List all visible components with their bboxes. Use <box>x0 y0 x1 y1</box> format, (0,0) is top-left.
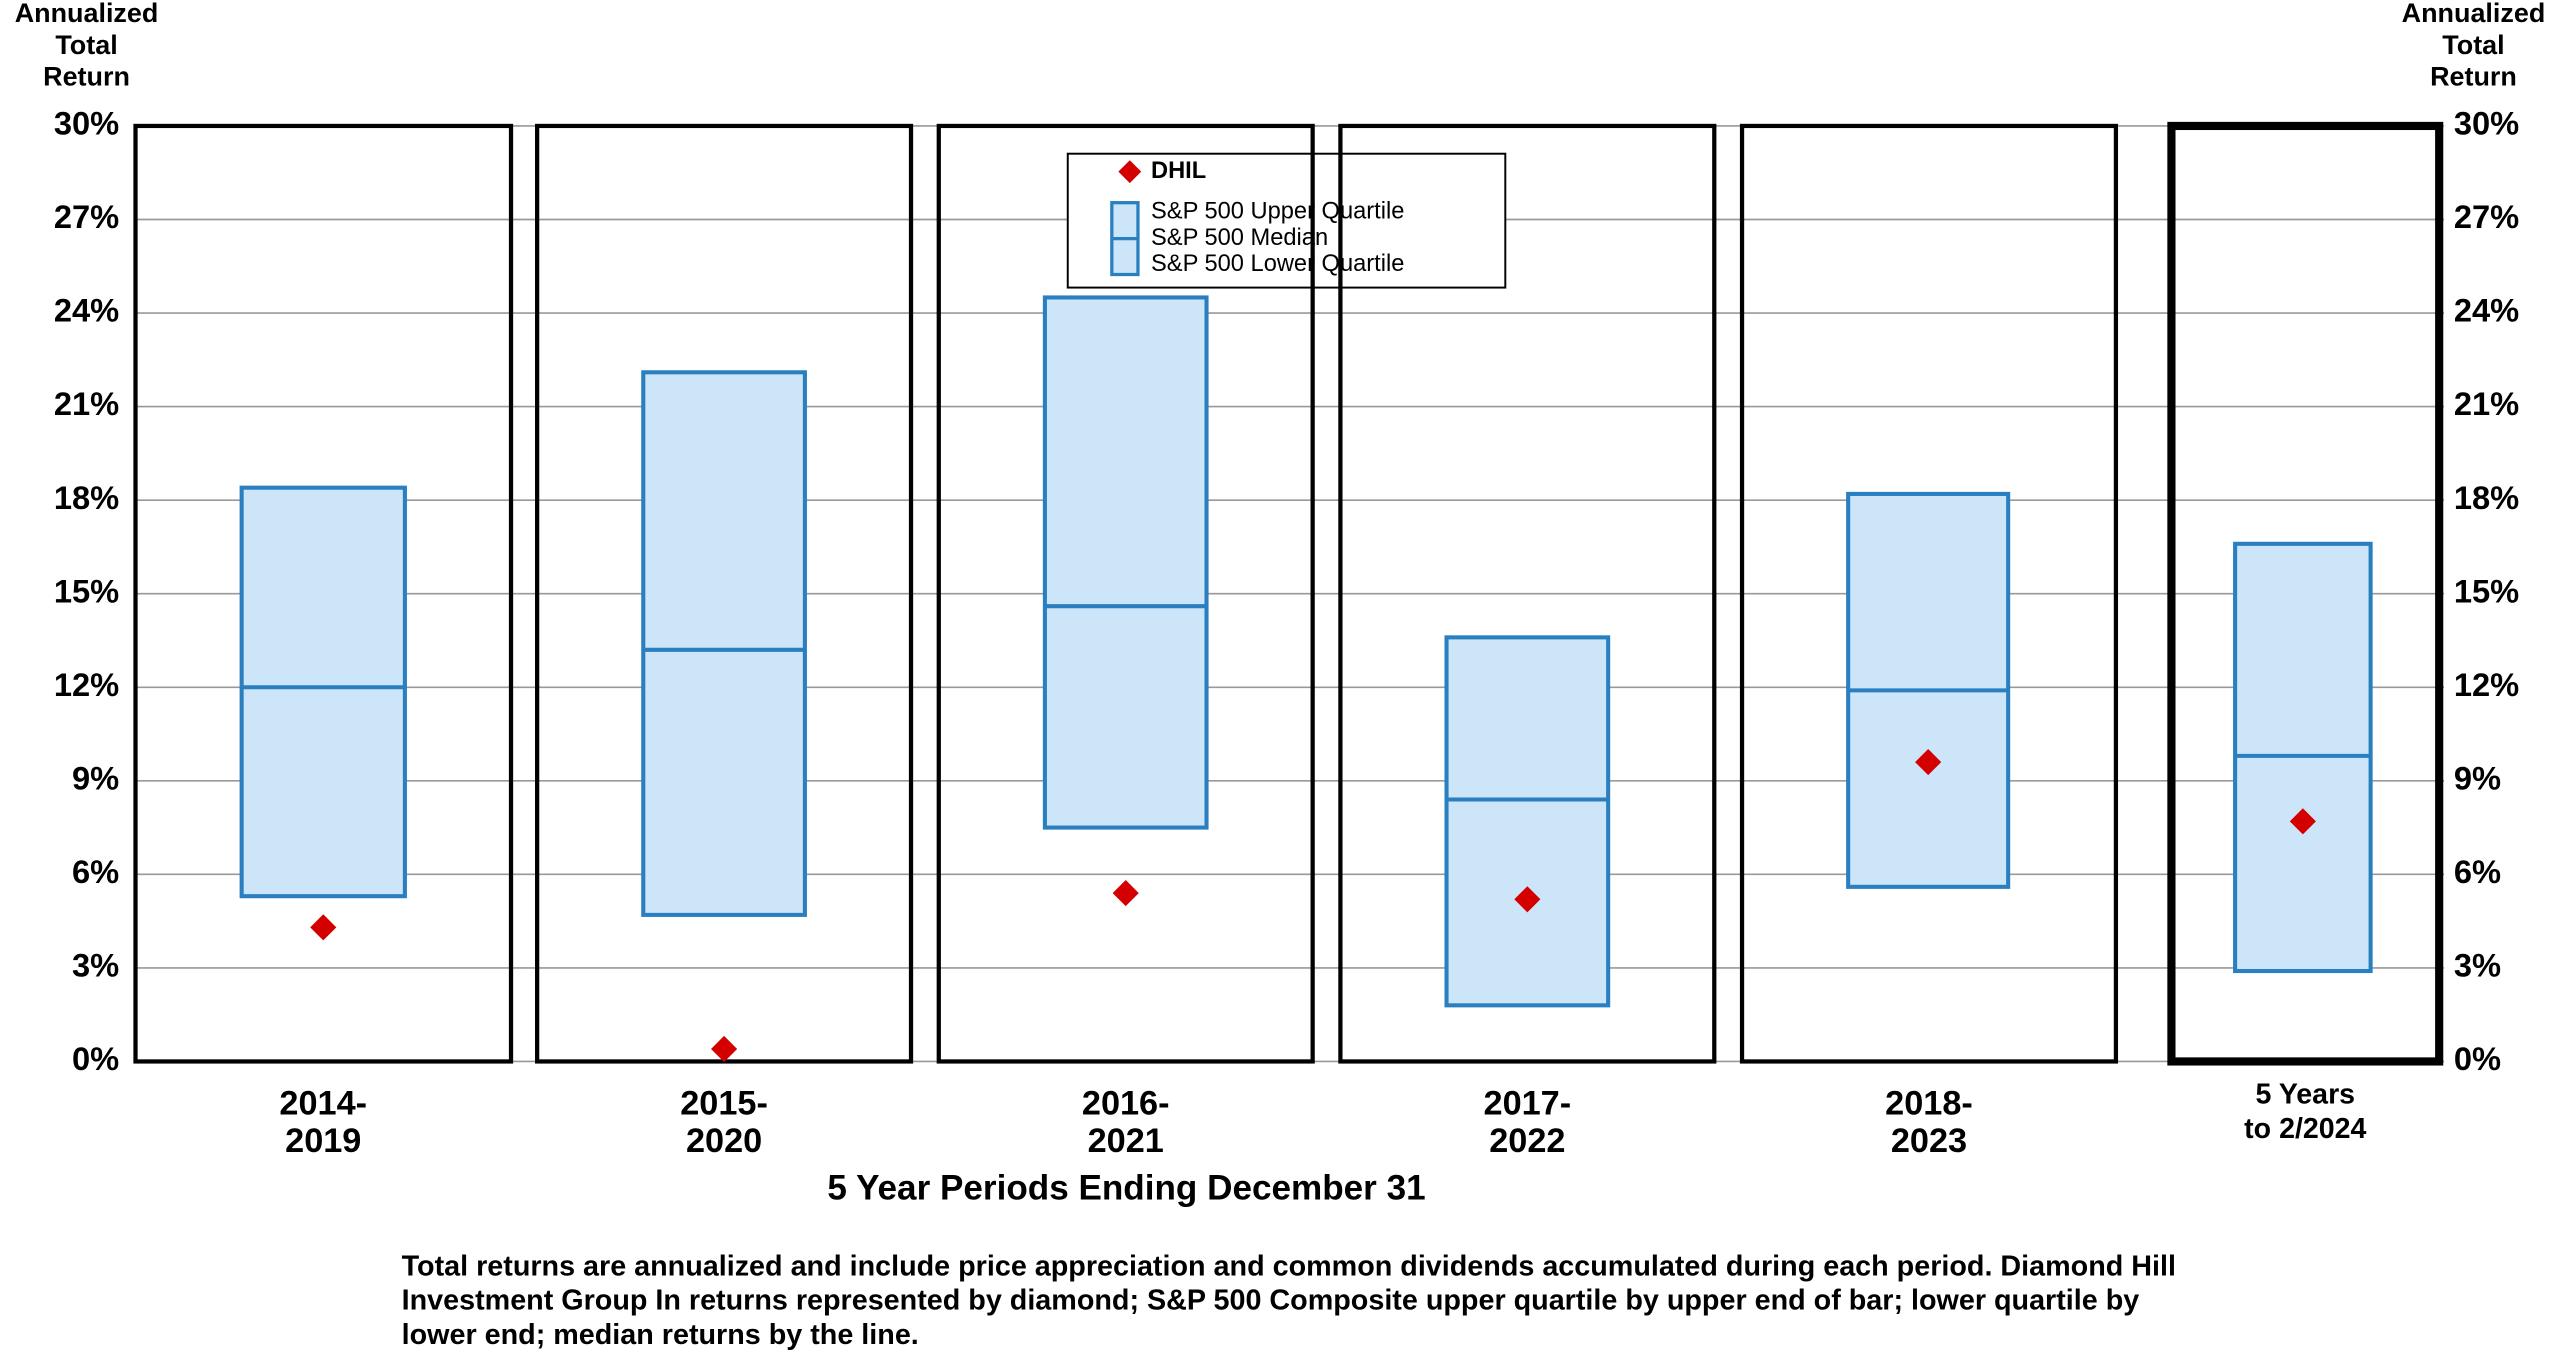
y2-tick-label: 27% <box>2454 198 2519 235</box>
legend-box <box>1066 152 1507 289</box>
y-tick-label: 30% <box>54 105 119 142</box>
x-tick-label: 2014-2019 <box>279 1085 367 1161</box>
y2-tick-label: 12% <box>2454 666 2519 703</box>
dhil-diamond <box>310 914 337 941</box>
y2-axis-title: Annualized Total Return <box>2402 0 2546 92</box>
y-tick-label: 24% <box>54 292 119 329</box>
y-tick-label: 6% <box>72 853 119 890</box>
panel <box>936 123 1315 1064</box>
quartile-box <box>1444 635 1611 1008</box>
panel <box>1338 123 1717 1064</box>
y2-tick-label: 9% <box>2454 759 2501 796</box>
legend-label: DHIL <box>1151 158 1206 184</box>
quartile-box <box>239 485 407 899</box>
y2-tick-label: 18% <box>2454 479 2519 516</box>
x-tick-label: 5 Years to 2/2024 <box>2244 1078 2366 1144</box>
dhil-diamond <box>2289 808 2316 835</box>
y-tick-label: 15% <box>54 572 119 609</box>
quartile-box <box>641 370 807 917</box>
y2-tick-label: 15% <box>2454 572 2519 609</box>
y-tick-label: 21% <box>54 385 119 422</box>
legend-label: S&P 500 Lower Quartile <box>1151 251 1404 277</box>
dhil-diamond <box>1112 880 1139 907</box>
x-tick-label: 2016-2021 <box>1082 1085 1170 1161</box>
y-tick-label: 9% <box>72 759 119 796</box>
y-tick-label: 27% <box>54 198 119 235</box>
x-tick-label: 2018-2023 <box>1885 1085 1973 1161</box>
panel <box>1739 123 2119 1064</box>
x-axis-title: 5 Year Periods Ending December 31 <box>827 1169 1425 1208</box>
y-tick-label: 12% <box>54 666 119 703</box>
footnote-box: Total returns are annualized and include… <box>401 1249 2176 1351</box>
y2-tick-label: 3% <box>2454 947 2501 984</box>
y2-tick-label: 30% <box>2454 105 2519 142</box>
x-tick-label: 2015-2020 <box>680 1085 768 1161</box>
y-tick-label: 0% <box>72 1040 119 1077</box>
y2-tick-label: 24% <box>2454 292 2519 329</box>
y-tick-label: 18% <box>54 479 119 516</box>
y2-tick-label: 21% <box>2454 385 2519 422</box>
x-tick-label: 2017-2022 <box>1484 1085 1572 1161</box>
y-tick-label: 3% <box>72 947 119 984</box>
footnote: Total returns are annualized and include… <box>401 1249 2176 1351</box>
panel <box>133 123 514 1064</box>
panel <box>2167 121 2444 1066</box>
legend-label: S&P 500 Upper Quartile <box>1151 199 1404 225</box>
y2-tick-label: 6% <box>2454 853 2501 890</box>
quartile-box <box>1042 295 1209 830</box>
y-axis-title: Annualized Total Return <box>15 0 159 92</box>
y2-tick-label: 0% <box>2454 1040 2501 1077</box>
dhil-diamond <box>1514 886 1541 913</box>
dhil-diamond <box>711 1035 738 1063</box>
legend-label: S&P 500 Median <box>1151 225 1328 251</box>
